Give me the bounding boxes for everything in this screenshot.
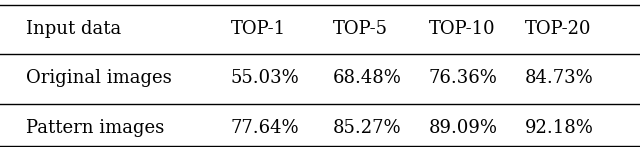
Text: TOP-5: TOP-5 bbox=[333, 20, 388, 38]
Text: 89.09%: 89.09% bbox=[429, 119, 498, 137]
Text: TOP-1: TOP-1 bbox=[230, 20, 285, 38]
Text: 55.03%: 55.03% bbox=[230, 69, 299, 87]
Text: 77.64%: 77.64% bbox=[230, 119, 299, 137]
Text: 84.73%: 84.73% bbox=[525, 69, 593, 87]
Text: 76.36%: 76.36% bbox=[429, 69, 498, 87]
Text: TOP-20: TOP-20 bbox=[525, 20, 591, 38]
Text: 85.27%: 85.27% bbox=[333, 119, 401, 137]
Text: Original images: Original images bbox=[26, 69, 172, 87]
Text: Input data: Input data bbox=[26, 20, 121, 38]
Text: 92.18%: 92.18% bbox=[525, 119, 594, 137]
Text: Pattern images: Pattern images bbox=[26, 119, 164, 137]
Text: TOP-10: TOP-10 bbox=[429, 20, 495, 38]
Text: 68.48%: 68.48% bbox=[333, 69, 402, 87]
